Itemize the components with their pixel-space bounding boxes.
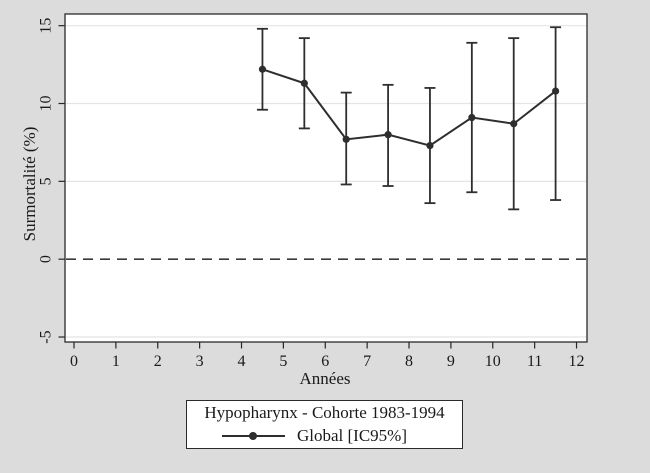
line-marker-icon [221, 431, 285, 441]
plot-area [64, 13, 588, 343]
y-tick-label: 15 [38, 18, 55, 34]
y-tick-label: 10 [38, 96, 55, 112]
data-point-marker [342, 135, 350, 143]
x-tick-label: 8 [405, 353, 413, 370]
data-point-marker [300, 79, 308, 87]
data-point-marker [426, 141, 434, 150]
data-point-marker [468, 113, 476, 122]
data-point-marker [551, 87, 560, 95]
x-axis-title: Années [299, 369, 351, 388]
legend-box: Hypopharynx - Cohorte 1983-1994 Global [… [186, 400, 463, 449]
x-tick-label: 6 [321, 353, 329, 370]
series-line [262, 68, 557, 147]
data-point-marker [510, 120, 518, 128]
x-tick-label: 7 [363, 353, 371, 370]
data-point-marker [384, 131, 392, 139]
x-tick-label: 0 [70, 353, 78, 370]
x-tick-label: 11 [527, 353, 542, 370]
legend-dot-glyph [249, 431, 258, 440]
y-axis-title: Surmortalité (%) [20, 126, 39, 242]
legend-entry: Global [IC95%] [221, 425, 407, 447]
legend-entry-label: Global [IC95%] [296, 425, 407, 445]
x-tick-label: 9 [447, 353, 455, 370]
x-tick-label: 12 [569, 353, 585, 370]
x-tick-label: 1 [112, 353, 120, 370]
x-tick-label: 5 [279, 353, 287, 370]
x-tick-label: 10 [485, 353, 501, 370]
x-tick-label: 4 [238, 353, 246, 370]
x-tick-label: 3 [196, 353, 204, 370]
y-tick-label: 0 [38, 255, 55, 263]
y-tick-label: 5 [38, 177, 55, 185]
legend-title: Hypopharynx - Cohorte 1983-1994 [204, 403, 445, 423]
y-tick-label: -5 [38, 330, 55, 343]
x-tick-label: 2 [154, 353, 162, 370]
data-point-marker [258, 65, 267, 73]
